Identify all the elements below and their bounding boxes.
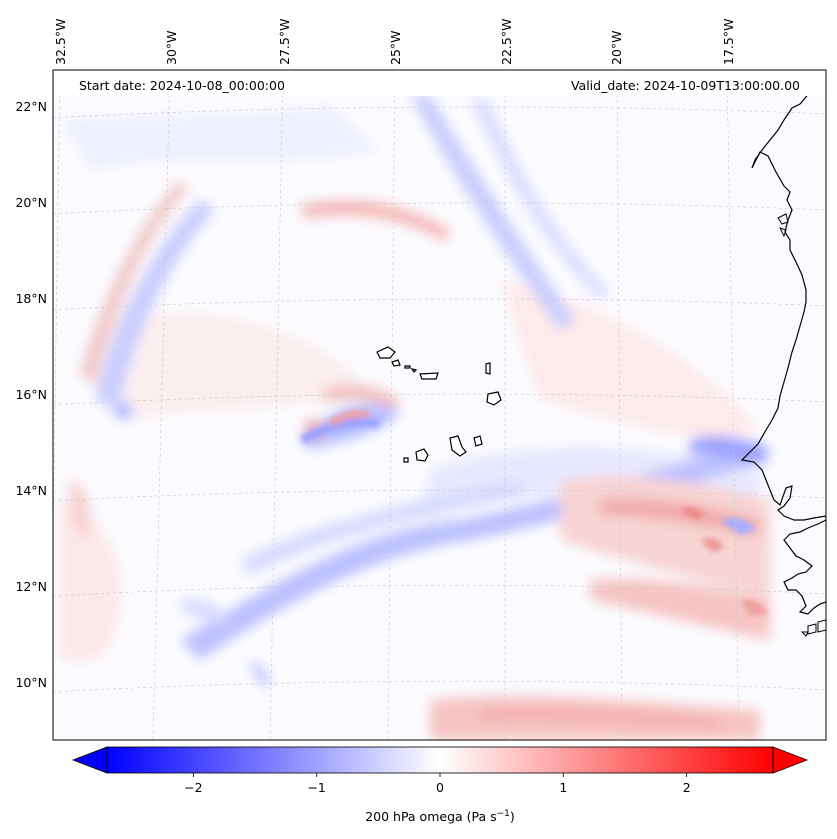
- colorbar-tick-label: −2: [184, 780, 202, 795]
- colorbar-label-sup: −1: [497, 809, 510, 819]
- colorbar-tick-label: 1: [559, 780, 567, 795]
- lat-label: 16°N: [15, 387, 47, 402]
- colorbar-label-main: 200 hPa omega (Pa s: [365, 809, 496, 824]
- omega-field-detail: [300, 410, 768, 615]
- lat-label: 22°N: [15, 99, 47, 114]
- latitude-labels: 22°N 20°N 18°N 16°N 14°N 12°N 10°N: [15, 99, 47, 690]
- lon-label: 22.5°W: [499, 19, 514, 65]
- lon-label: 27.5°W: [277, 19, 292, 65]
- coast-islands: [777, 213, 826, 637]
- info-strip: [53, 70, 826, 96]
- lat-label: 12°N: [15, 579, 47, 594]
- longitude-labels: 32.5°W 30°W 27.5°W 25°W 22.5°W 20°W 17.5…: [53, 19, 736, 65]
- lat-label: 10°N: [15, 675, 47, 690]
- graticule: [53, 70, 826, 740]
- colorbar-tick-label: 0: [436, 780, 444, 795]
- colorbar-label-end: ): [510, 809, 515, 824]
- lat-label: 20°N: [15, 195, 47, 210]
- lat-label: 14°N: [15, 483, 47, 498]
- colorbar-tick-label: −1: [307, 780, 325, 795]
- start-date-label: Start date: 2024-10-08_00:00:00: [79, 78, 285, 93]
- map-frame: [52, 69, 827, 741]
- cape-verde-islands: [376, 346, 502, 463]
- africa-coastline: [740, 70, 826, 615]
- lon-label: 30°W: [164, 30, 179, 65]
- lat-label: 18°N: [15, 291, 47, 306]
- colorbar-body: [106, 746, 774, 774]
- colorbar-extend-high: [772, 746, 809, 774]
- colorbar-ticks: −2 −1 0 1 2: [184, 773, 691, 795]
- lon-label: 32.5°W: [53, 19, 68, 65]
- colorbar-extend-low: [71, 746, 108, 774]
- colorbar: −2 −1 0 1 2 200 hPa omega (Pa s−1): [71, 746, 809, 824]
- valid-date-label: Valid_date: 2024-10-09T13:00:00.00: [571, 78, 800, 93]
- lon-label: 20°W: [609, 30, 624, 65]
- colorbar-tick-label: 2: [683, 780, 691, 795]
- lon-label: 17.5°W: [721, 19, 736, 65]
- map-panel: Start date: 2024-10-08_00:00:00 Valid_da…: [53, 70, 826, 740]
- lon-label: 25°W: [388, 30, 403, 65]
- colorbar-label: 200 hPa omega (Pa s−1): [365, 809, 515, 824]
